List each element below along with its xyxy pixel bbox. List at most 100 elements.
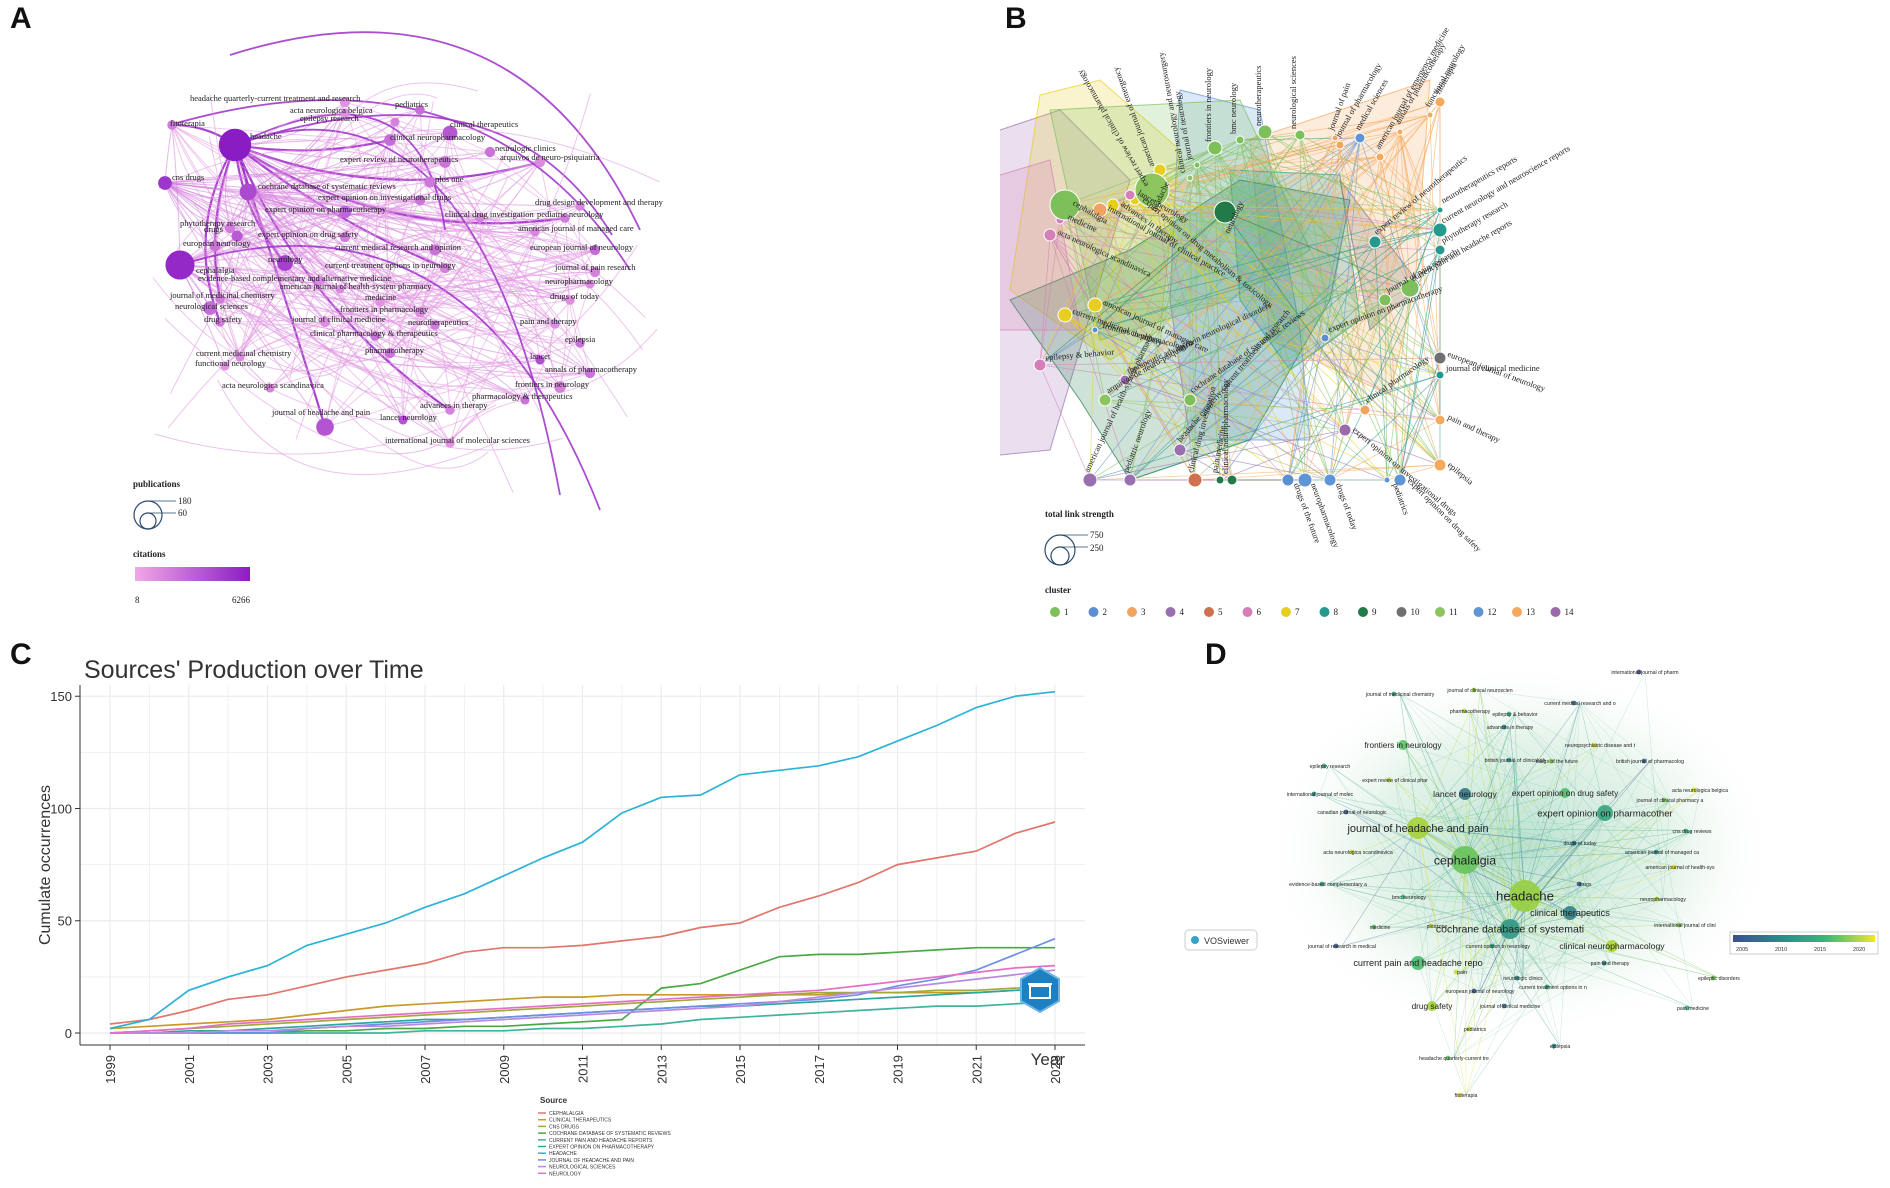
node-label-drug-design-development-and-therapy: drug design development and therapy: [535, 197, 664, 207]
network-edge: [1453, 671, 1646, 1059]
node-journal-of-clinical-medicine: [1435, 370, 1445, 380]
network-edge: [1479, 726, 1511, 992]
node-label-headache-quarterly-current-treatment-and-research: headache quarterly-current treatment and…: [190, 93, 361, 103]
node-neurology: [1213, 200, 1237, 224]
network-edge: [1464, 702, 1581, 861]
network-edge: [179, 161, 541, 266]
network-edge: [1461, 859, 1466, 973]
node-evidence-based-complementary-a: [1319, 881, 1325, 887]
legend-cluster-swatch-6: [1242, 607, 1253, 617]
network-edge: [1049, 234, 1233, 481]
x-tick-label: 1999: [103, 1055, 118, 1084]
network-edge: [1436, 726, 1511, 927]
network-edge: [1399, 357, 1441, 481]
network-edge: [1064, 204, 1106, 401]
network-edge: [1287, 137, 1336, 481]
network-edge: [284, 161, 446, 264]
network-edge: [419, 109, 423, 201]
node-label-expert-review-of-neurotherapeutics: expert review of neurotherapeutics: [340, 154, 458, 164]
network-edge: [1324, 337, 1366, 411]
node-american-journal-of-emergency-medicine: [1375, 152, 1385, 162]
node-annals-of-pharmacotherapy: [1396, 128, 1404, 136]
node-neuropharmacology: [585, 279, 595, 289]
network-edge: [1464, 744, 1601, 861]
network-edge: [1661, 830, 1693, 853]
node-label-clinical-neuropharmacology: clinical neuropharmacology: [390, 132, 486, 142]
node-neurologic-clinics: [1514, 975, 1520, 981]
x-tick-label: 2013: [654, 1055, 669, 1084]
network-edge: [1584, 883, 1686, 926]
network-edge: [1461, 945, 1613, 973]
network-edge: [1329, 765, 1511, 1007]
network-edge: [1464, 830, 1693, 861]
node-label-pediatrics: pediatrics: [395, 99, 428, 109]
network-edge: [229, 227, 436, 326]
network-edge: [1552, 812, 1606, 988]
node-neuropharmacology: [1297, 472, 1313, 488]
node-label-clinical-therapeutics: clinical therapeutics: [450, 119, 518, 129]
node-journal-of-clinical-neuroscien: [1471, 687, 1477, 693]
network-edge: [1196, 164, 1441, 231]
node-drugs: [1576, 881, 1582, 887]
network-edge: [171, 124, 181, 266]
node-label-lancet: lancet: [530, 351, 551, 361]
node-drugs-of-the-future: [1281, 473, 1295, 487]
node-label-frontiers-in-neurology: frontiers in neurology: [1364, 741, 1442, 750]
node-pain-and-therapy: [550, 319, 560, 329]
network-edge: [1509, 726, 1526, 897]
node-frontiers-in-neurology: [1207, 140, 1223, 156]
network-edge: [489, 151, 596, 251]
node-clinical-pharmacology-therapeutics: [370, 331, 380, 341]
network-edge: [1564, 702, 1581, 794]
network-edge: [276, 177, 508, 362]
network-edge: [220, 244, 639, 388]
node-label-epileptic-disorders: epileptic disorders: [1698, 976, 1740, 982]
network-edge: [434, 249, 571, 301]
legend-label-expert-opinion-on-pharmacotherapy: EXPERT OPINION ON PHARMACOTHERAPY: [549, 1145, 655, 1151]
node-label-cochrane-database-of-systematic-reviews: cochrane database of systematic reviews: [258, 181, 396, 191]
legend-cluster-swatch-2: [1088, 607, 1099, 617]
node-label-pharmacotherapy: pharmacotherapy: [365, 345, 425, 355]
network-edge: [419, 295, 571, 313]
network-edge: [1359, 137, 1441, 376]
node-label-evidence-based-complementary-and-alternative-medicine: evidence-based complementary and alterna…: [198, 273, 391, 283]
node-frontiers-in-neurology: [1398, 740, 1408, 750]
network-edge: [1514, 759, 1526, 897]
node-expert-opinion-on-drug-safety: [1560, 788, 1570, 798]
node-label-drug-safety: drug safety: [1412, 1002, 1454, 1011]
network-edge: [1064, 209, 1101, 316]
node-label-pain-and-therapy: pain and therapy: [1446, 412, 1502, 445]
node-pain: [1453, 969, 1459, 975]
network-edge: [344, 101, 566, 219]
network-edge: [158, 149, 646, 319]
legend-cluster-swatch-7: [1281, 607, 1291, 617]
node-label-expert-opinion-on-drug-safety: expert opinion on drug safety: [1406, 476, 1484, 554]
node-label-canadian-journal-of-neurologic: canadian journal of neurologic: [1317, 810, 1387, 816]
node-label-lancet-neurology: lancet neurology: [1433, 789, 1497, 799]
network-edge: [1465, 799, 1671, 1096]
node-label-expert-review-of-clinical-phar: expert review of clinical phar: [1362, 778, 1428, 784]
node-lancet-neurology: [1124, 189, 1136, 201]
network-edge: [1324, 229, 1441, 339]
network-edge: [164, 318, 480, 455]
node-plos-one: [424, 176, 436, 188]
network-edge: [1189, 114, 1431, 179]
network-chart-d: international journal of pharm journal of…: [1184, 660, 1879, 1099]
node-medical-sciences: [1354, 132, 1366, 144]
y-tick-label: 50: [58, 914, 72, 929]
network-edge: [1379, 156, 1441, 211]
node-journal-of-neurology: [1193, 161, 1201, 169]
network-edge: [1099, 209, 1346, 431]
network-edge: [1099, 209, 1196, 481]
network-edge: [1214, 147, 1346, 431]
node-label-drugs-of-today: drugs of today: [550, 291, 600, 301]
network-edge: [1417, 928, 1511, 964]
network-edge: [1379, 925, 1438, 928]
network-edge: [1514, 713, 1524, 979]
network-edge: [1453, 702, 1581, 1059]
network-nodes: [1311, 669, 1716, 1098]
network-edge: [1039, 364, 1091, 481]
legend-label-cochrane-database-of-systematic-reviews: COCHRANE DATABASE OF SYSTEMATIC REVIEWS: [549, 1131, 671, 1137]
network-edge: [1089, 464, 1441, 481]
